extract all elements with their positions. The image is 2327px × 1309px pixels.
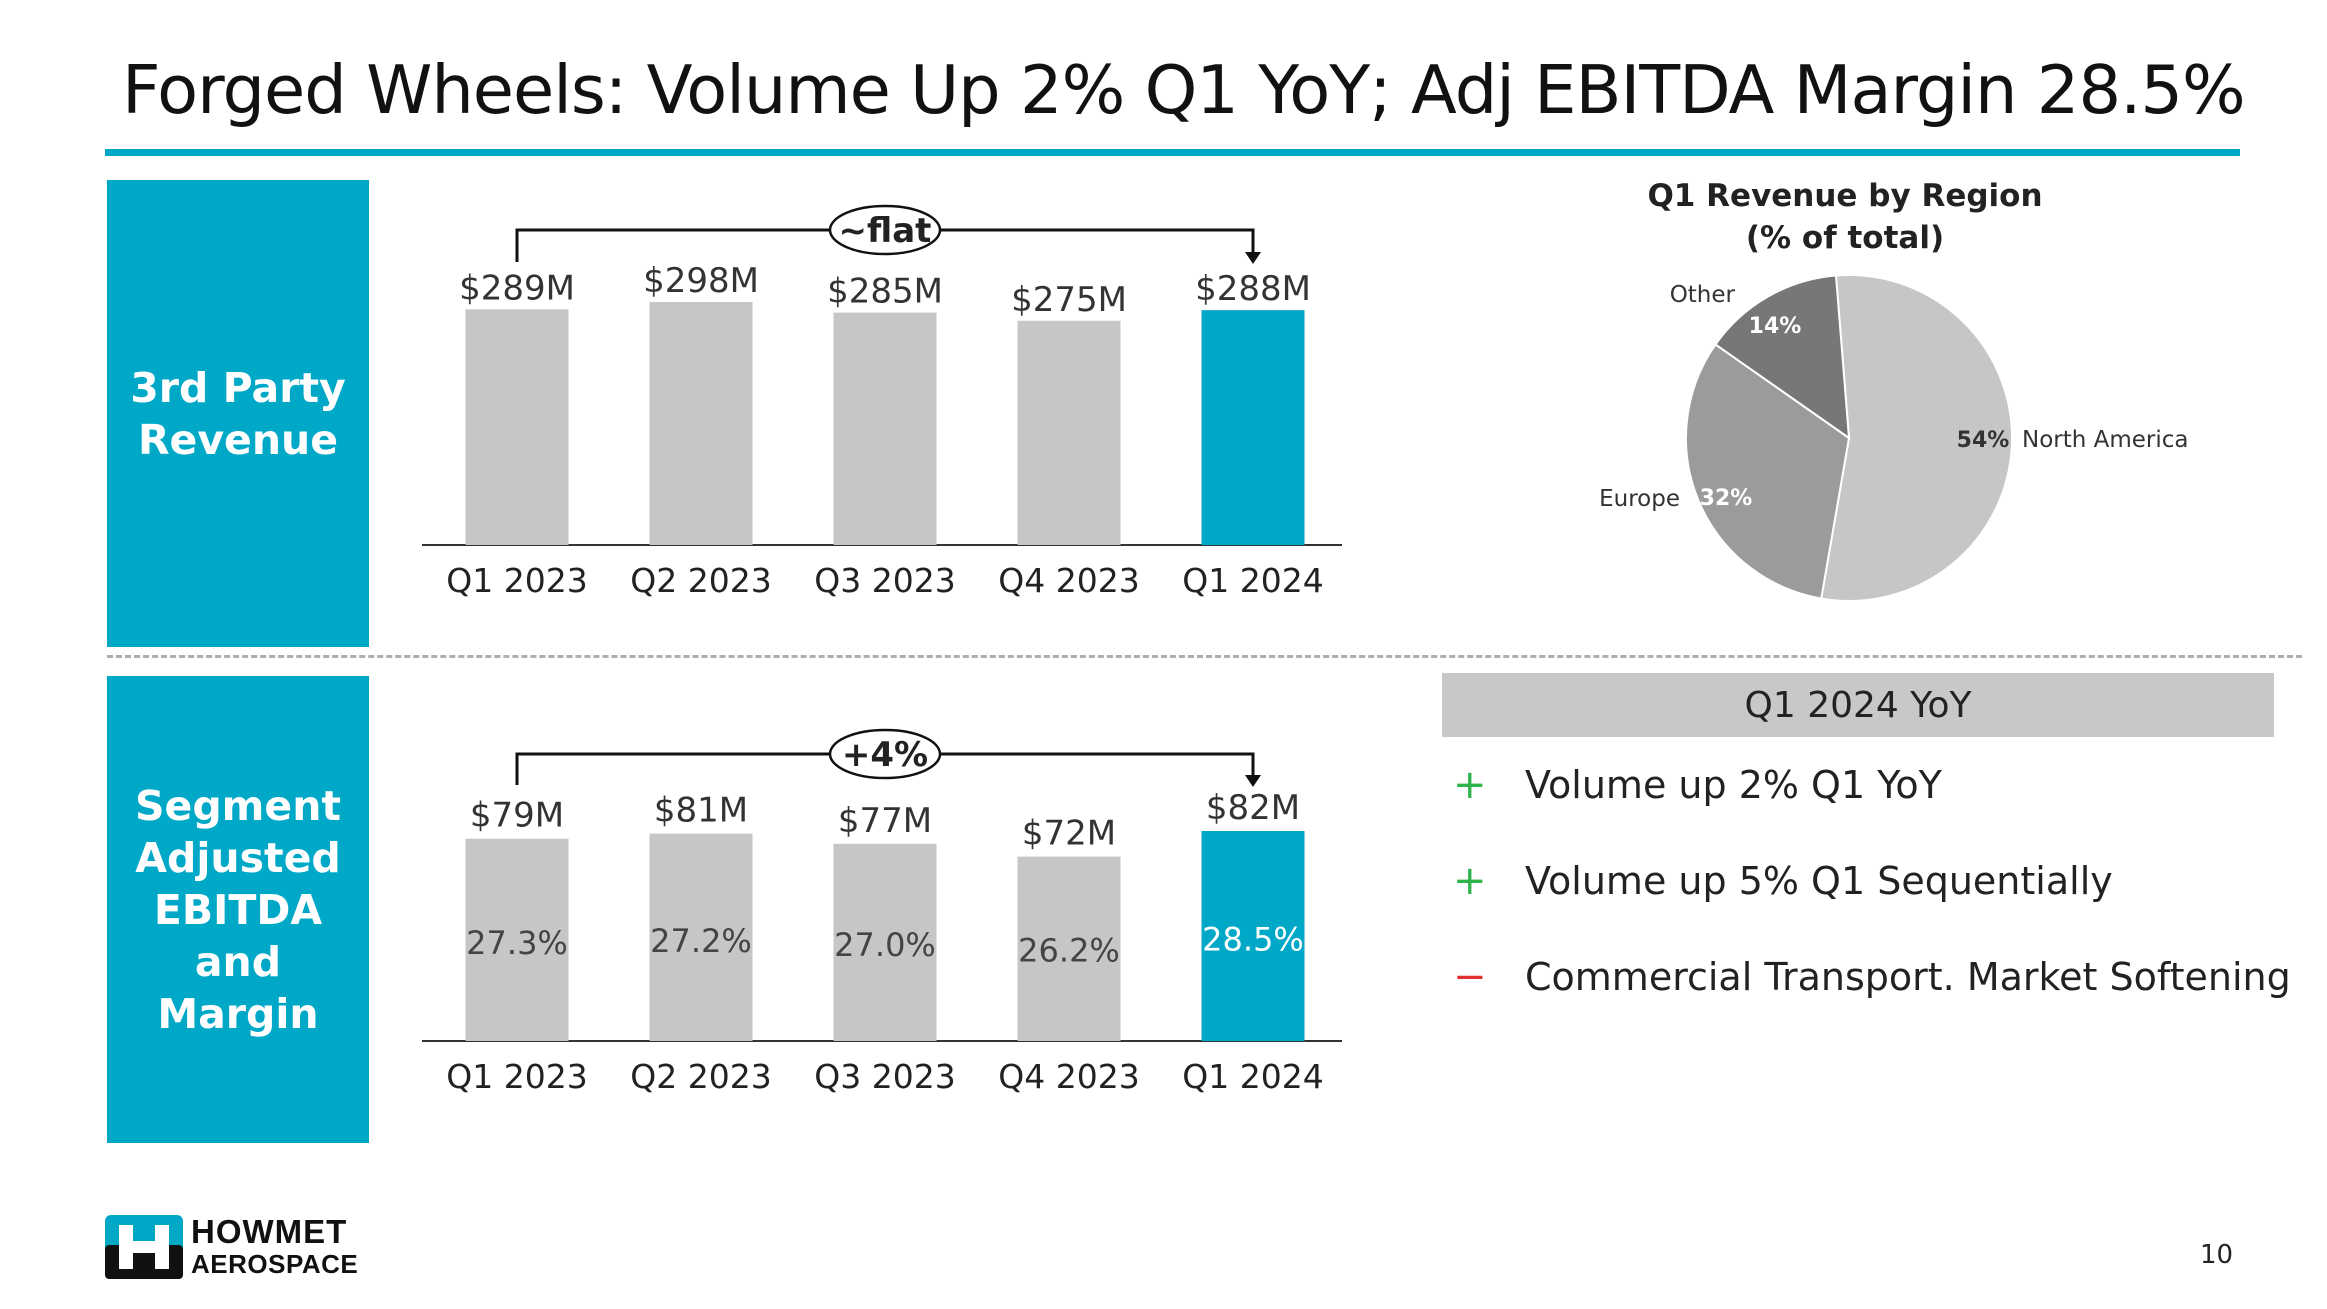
howmet-logo: HOWMET AEROSPACE bbox=[105, 1213, 365, 1285]
chart2-x-tick-label: Q3 2023 bbox=[814, 1057, 955, 1096]
yoy-item-1: + Volume up 2% Q1 YoY bbox=[1445, 755, 1942, 815]
chart1-bar bbox=[649, 302, 753, 545]
pie-slice-name: Europe bbox=[1599, 486, 1680, 512]
chart2-bracket-arrow bbox=[1245, 775, 1261, 787]
chart2-bar bbox=[833, 843, 937, 1041]
pie-slice bbox=[1820, 274, 2013, 602]
chart2-annotation-oval bbox=[828, 728, 942, 780]
chart2-value-label: $72M bbox=[1022, 814, 1116, 854]
chart2-x-tick-label: Q1 2023 bbox=[446, 1057, 587, 1096]
chart1-bar bbox=[465, 309, 569, 545]
chart1-x-tick-label: Q3 2023 bbox=[814, 561, 955, 600]
minus-icon: − bbox=[1453, 954, 1487, 1000]
section-label-ebitda: Segment Adjusted EBITDA and Margin bbox=[107, 676, 369, 1143]
chart1-value-label: $275M bbox=[1011, 280, 1127, 320]
chart1-value-label: $288M bbox=[1195, 269, 1311, 309]
chart2-bar bbox=[649, 833, 753, 1041]
pie-title: Q1 Revenue by Region bbox=[1647, 178, 2042, 214]
chart2-value-label: $81M bbox=[654, 791, 748, 831]
pie-slice-name: North America bbox=[2022, 427, 2189, 453]
chart2-margin-label: 28.5% bbox=[1202, 921, 1304, 959]
chart2-x-tick-label: Q1 2024 bbox=[1182, 1057, 1323, 1096]
chart2-bar bbox=[1017, 856, 1121, 1041]
yoy-item-2: + Volume up 5% Q1 Sequentially bbox=[1445, 851, 2113, 911]
chart1-bracket-arrow bbox=[1245, 252, 1261, 264]
yoy-item-text: Volume up 2% Q1 YoY bbox=[1525, 763, 1942, 807]
title-rule bbox=[105, 149, 2240, 156]
chart1-x-tick-label: Q2 2023 bbox=[630, 561, 771, 600]
yoy-item-text: Commercial Transport. Market Softening bbox=[1525, 955, 2291, 999]
chart2-value-label: $79M bbox=[470, 796, 564, 836]
slide-title: Forged Wheels: Volume Up 2% Q1 YoY; Adj … bbox=[122, 51, 2246, 129]
chart2-margin-label: 27.0% bbox=[834, 926, 936, 964]
chart1-x-tick-label: Q4 2023 bbox=[998, 561, 1139, 600]
pie-slice-percent: 32% bbox=[1700, 486, 1753, 511]
chart1-bar bbox=[1017, 320, 1121, 545]
pie-slice-percent: 54% bbox=[1957, 428, 2010, 453]
chart2-bar bbox=[1201, 831, 1305, 1041]
plus-icon: + bbox=[1453, 858, 1487, 904]
page-number: 10 bbox=[2200, 1240, 2234, 1270]
yoy-header: Q1 2024 YoY bbox=[1442, 673, 2274, 737]
pie-slice bbox=[1685, 343, 1851, 600]
chart1-value-label: $289M bbox=[459, 268, 575, 308]
yoy-item-3: − Commercial Transport. Market Softening bbox=[1445, 947, 2291, 1007]
pie-slice bbox=[1714, 274, 1851, 441]
chart1-value-label: $298M bbox=[643, 261, 759, 301]
chart2-value-label: $82M bbox=[1206, 788, 1300, 828]
pie-slice-percent: 14% bbox=[1749, 314, 1802, 339]
chart2-margin-label: 27.2% bbox=[650, 922, 752, 960]
logo-word-aerospace: AEROSPACE bbox=[191, 1249, 359, 1279]
section-divider bbox=[107, 655, 2302, 658]
chart2-value-label: $77M bbox=[838, 801, 932, 841]
chart2-annotation: +4% bbox=[842, 735, 928, 775]
chart2-bar bbox=[465, 838, 569, 1041]
chart1-bar bbox=[1201, 310, 1305, 545]
plus-icon: + bbox=[1453, 762, 1487, 808]
chart1-annotation-oval bbox=[828, 204, 942, 256]
chart2-margin-label: 26.2% bbox=[1018, 932, 1120, 970]
chart2-x-tick-label: Q2 2023 bbox=[630, 1057, 771, 1096]
chart1-x-tick-label: Q1 2023 bbox=[446, 561, 587, 600]
logo-word-howmet: HOWMET bbox=[191, 1213, 348, 1250]
pie-title: (% of total) bbox=[1746, 220, 1944, 256]
section-label-revenue: 3rd Party Revenue bbox=[107, 180, 369, 647]
chart1-value-label: $285M bbox=[827, 272, 943, 312]
chart1-bar bbox=[833, 312, 937, 545]
howmet-logo-icon bbox=[105, 1215, 183, 1279]
chart1-annotation: ~flat bbox=[839, 211, 932, 251]
chart2-margin-label: 27.3% bbox=[466, 924, 568, 962]
pie-slice-name: Other bbox=[1670, 282, 1736, 308]
yoy-item-text: Volume up 5% Q1 Sequentially bbox=[1525, 859, 2113, 903]
chart2-x-tick-label: Q4 2023 bbox=[998, 1057, 1139, 1096]
chart1-x-tick-label: Q1 2024 bbox=[1182, 561, 1323, 600]
